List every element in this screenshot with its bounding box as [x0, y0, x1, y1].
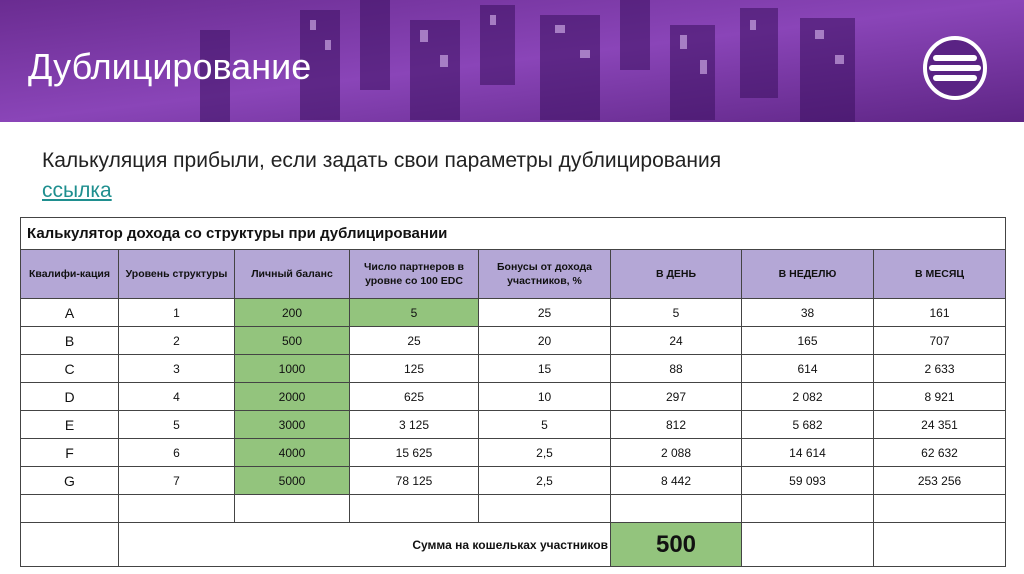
cell: 6 [118, 438, 235, 467]
cell: 62 632 [872, 438, 1007, 467]
cell: 15 [478, 354, 611, 383]
data-row: A 1 200 5 25 5 38 161 [20, 298, 1007, 327]
cell: 500 [234, 326, 350, 355]
cell: 2 [118, 326, 235, 355]
cell: C [20, 354, 119, 383]
sum-value: 500 [610, 522, 742, 567]
column-header: В ДЕНЬ [610, 249, 742, 299]
cell: 1 [118, 298, 235, 327]
calculator-table: Калькулятор дохода со структуры при дубл… [19, 217, 1007, 567]
cell: 253 256 [872, 466, 1007, 495]
cell: 5 [349, 298, 479, 327]
cell: 38 [741, 298, 874, 327]
cell: 15 625 [349, 438, 479, 467]
cell: 5000 [234, 466, 350, 495]
cell: G [20, 466, 119, 495]
cell: D [20, 382, 119, 411]
cell: 200 [234, 298, 350, 327]
cell: 5 [118, 410, 235, 439]
column-header: Бонусы от дохода участников, % [478, 249, 611, 299]
header-row: Квалифи-кация Уровень структуры Личный бал… [20, 249, 1007, 299]
cell: 2,5 [478, 466, 611, 495]
cell: B [20, 326, 119, 355]
cell: 2 082 [741, 382, 874, 411]
cell: 3 [118, 354, 235, 383]
cell: 4000 [234, 438, 350, 467]
column-header: Личный баланс [234, 249, 350, 299]
empty-cell [234, 494, 350, 523]
column-header: В МЕСЯЦ [872, 249, 1007, 299]
sum-row: Сумма на кошельках участников 500 [20, 522, 1007, 567]
empty-cell [872, 522, 1007, 567]
column-header: В НЕДЕЛЮ [741, 249, 874, 299]
empty-cell [478, 494, 611, 523]
column-header: Уровень структуры [118, 249, 235, 299]
data-row: B 2 500 25 20 24 165 707 [20, 326, 1007, 355]
column-header: Число партнеров в уровне со 100 EDC [349, 249, 479, 299]
empty-cell [741, 494, 874, 523]
cell: 25 [478, 298, 611, 327]
cell: 3 125 [349, 410, 479, 439]
empty-cell [349, 494, 479, 523]
slide-title: Дублицирование [28, 46, 312, 87]
cell: 165 [741, 326, 874, 355]
cell: 24 [610, 326, 742, 355]
cell: 2,5 [478, 438, 611, 467]
cell: 3000 [234, 410, 350, 439]
empty-cell [741, 522, 874, 567]
cell: 10 [478, 382, 611, 411]
cell: 8 442 [610, 466, 742, 495]
header-banner [0, 0, 1024, 122]
window-pattern [310, 15, 844, 74]
cell: 1000 [234, 354, 350, 383]
link[interactable]: ссылка [42, 179, 112, 202]
cell: 59 093 [741, 466, 874, 495]
cell: E [20, 410, 119, 439]
cell: 161 [872, 298, 1007, 327]
table-body: A 1 200 5 25 5 38 161 B 2 500 25 20 24 165 707 C 3 1000 125… [20, 298, 1007, 567]
empty-row [20, 494, 1007, 523]
sum-label: Сумма на кошельках участников [118, 522, 611, 567]
empty-cell [20, 494, 119, 523]
cell: A [20, 298, 119, 327]
cell: 20 [478, 326, 611, 355]
cell: 8 921 [872, 382, 1007, 411]
intro: Калькуляция прибыли, если задать свои па… [42, 146, 721, 206]
cell: 2 633 [872, 354, 1007, 383]
data-row: F 6 4000 15 625 2,5 2 088 14 614 62 632 [20, 438, 1007, 467]
cell: 14 614 [741, 438, 874, 467]
cell: 24 351 [872, 410, 1007, 439]
column-header: Квалифи-кация [20, 249, 119, 299]
table-title: Калькулятор дохода со структуры при дубл… [19, 217, 1007, 250]
building-pattern [200, 0, 855, 122]
cell: 5 682 [741, 410, 874, 439]
cell: 78 125 [349, 466, 479, 495]
empty-cell [872, 494, 1007, 523]
cell: 625 [349, 382, 479, 411]
empty-cell [610, 494, 742, 523]
cell: 7 [118, 466, 235, 495]
cell: 614 [741, 354, 874, 383]
data-row: G 7 5000 78 125 2,5 8 442 59 093 253 256 [20, 466, 1007, 495]
logo [923, 36, 987, 100]
empty-cell [20, 522, 119, 567]
cell: 812 [610, 410, 742, 439]
data-row: D 4 2000 625 10 297 2 082 8 921 [20, 382, 1007, 411]
cell: 25 [349, 326, 479, 355]
cell: 2000 [234, 382, 350, 411]
cell: 297 [610, 382, 742, 411]
empty-cell [118, 494, 235, 523]
cell: 125 [349, 354, 479, 383]
cell: 88 [610, 354, 742, 383]
cell: 2 088 [610, 438, 742, 467]
data-row: E 5 3000 3 125 5 812 5 682 24 351 [20, 410, 1007, 439]
cell: 5 [478, 410, 611, 439]
data-row: C 3 1000 125 15 88 614 2 633 [20, 354, 1007, 383]
intro-text: Калькуляция прибыли, если задать свои па… [42, 149, 722, 172]
cell: 4 [118, 382, 235, 411]
cell: 5 [610, 298, 742, 327]
cell: 707 [872, 326, 1007, 355]
cell: F [20, 438, 119, 467]
